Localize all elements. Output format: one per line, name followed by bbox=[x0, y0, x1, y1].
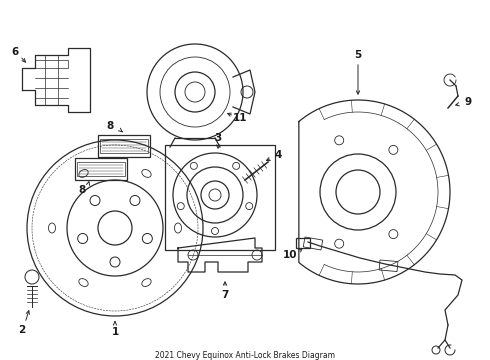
Text: 6: 6 bbox=[11, 47, 19, 57]
Text: 4: 4 bbox=[274, 150, 282, 160]
Text: 9: 9 bbox=[465, 97, 471, 107]
Text: 7: 7 bbox=[221, 290, 229, 300]
Text: 3: 3 bbox=[215, 133, 221, 143]
Text: 2021 Chevy Equinox Anti-Lock Brakes Diagram: 2021 Chevy Equinox Anti-Lock Brakes Diag… bbox=[155, 351, 335, 360]
Bar bbox=[77, 162, 125, 176]
Bar bbox=[379, 260, 398, 271]
Bar bbox=[35, 60, 68, 68]
Text: 1: 1 bbox=[111, 327, 119, 337]
Text: 8: 8 bbox=[106, 121, 114, 131]
Bar bbox=[75, 158, 127, 180]
Bar bbox=[165, 145, 275, 250]
Text: 10: 10 bbox=[283, 250, 297, 260]
Text: 11: 11 bbox=[233, 113, 247, 123]
Bar bbox=[296, 238, 310, 248]
Bar bbox=[98, 135, 150, 157]
Text: 5: 5 bbox=[354, 50, 362, 60]
Text: 8: 8 bbox=[78, 185, 86, 195]
Text: 2: 2 bbox=[19, 325, 25, 335]
Bar bbox=[100, 139, 148, 153]
Bar bbox=[303, 237, 323, 250]
